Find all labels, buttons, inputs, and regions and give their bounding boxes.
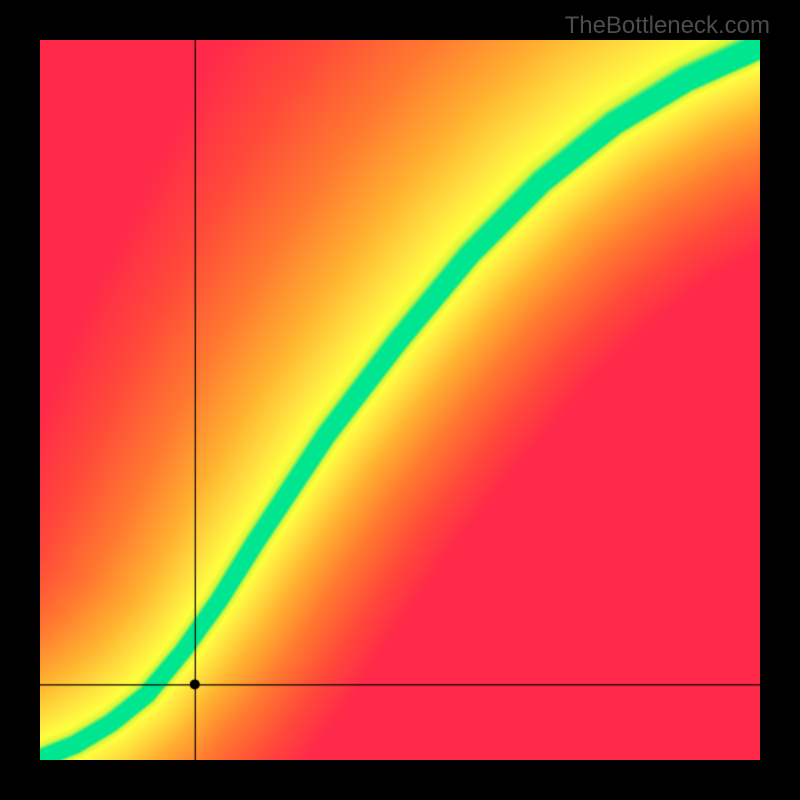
watermark-text: TheBottleneck.com bbox=[565, 12, 770, 40]
bottleneck-heatmap bbox=[40, 40, 760, 760]
chart-container: TheBottleneck.com bbox=[0, 0, 800, 800]
